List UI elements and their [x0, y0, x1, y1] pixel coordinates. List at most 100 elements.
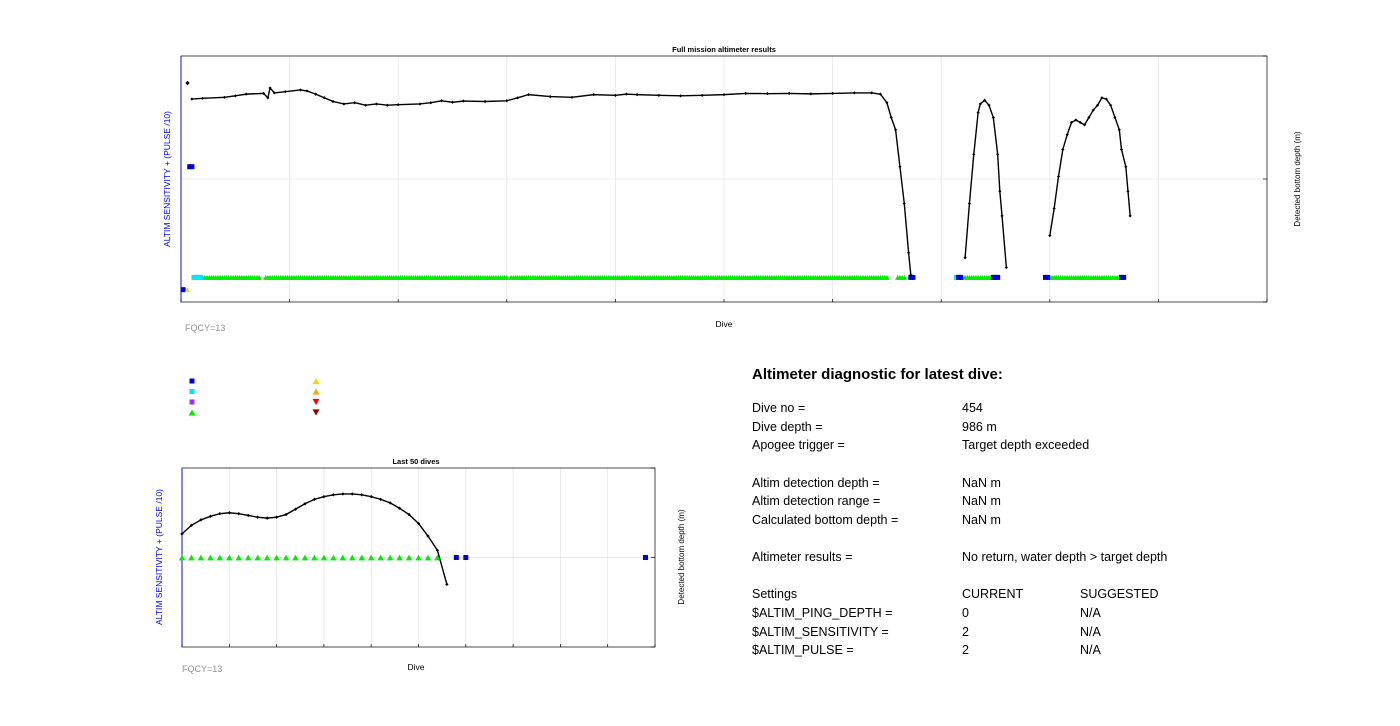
bod-real-return-marker: [424, 554, 432, 561]
bottom-depth-point: [416, 521, 421, 526]
bottom-depth-point: [342, 102, 346, 106]
bottom-depth-point: [189, 523, 194, 527]
bod-real-return-marker: [330, 554, 337, 561]
bottom-depth-point: [426, 534, 430, 538]
bod-real-return-marker: [405, 554, 413, 561]
bod-real-return-marker: [311, 554, 318, 561]
calculated-bottom-value: NaN m: [962, 512, 1001, 527]
bottom-depth-point: [429, 101, 433, 105]
results-value: No return, water depth > target depth: [962, 550, 1168, 565]
top-chart-x-ticks: [180, 299, 1268, 302]
calculated-bottom-row: Calculated bottom depth = NaN m: [752, 511, 1372, 530]
bottom-depth-point: [1087, 115, 1091, 120]
bod-real-return-marker: [226, 554, 233, 561]
bottom-depth-point: [1109, 103, 1113, 107]
bottom-chart-xlabel: Dive: [407, 662, 424, 672]
bottom-chart-y-ticks: [651, 467, 655, 648]
bottom-depth-point: [266, 96, 270, 100]
bottom-depth-point: [1065, 133, 1069, 137]
tde-no-return-marker: [463, 555, 469, 560]
bottom-depth-point: [978, 102, 982, 106]
bottom-depth-point: [885, 101, 889, 105]
bod-real-return-marker: [884, 274, 890, 280]
dive-depth-value: 986 m: [962, 419, 997, 434]
bottom-depth-point: [809, 92, 813, 96]
bottom-chart-markers: [178, 554, 649, 561]
bottom-depth-point: [222, 95, 227, 99]
detection-range-value: NaN m: [962, 494, 1001, 509]
bottom-depth-point: [902, 202, 906, 206]
dive-no-value: 454: [962, 401, 983, 415]
bottom-depth-point: [570, 95, 574, 99]
bod-real-return-marker: [415, 554, 422, 561]
detection-range-label: Altim detection range =: [752, 494, 881, 509]
bottom-depth-point: [907, 251, 911, 255]
bottom-depth-point: [385, 103, 389, 107]
detection-depth-row: Altim detection depth = NaN m: [752, 474, 1372, 493]
bottom-depth-point: [878, 92, 882, 96]
bottom-depth-point: [592, 93, 596, 97]
bottom-depth-point: [635, 93, 639, 97]
bottom-depth-point: [353, 101, 357, 105]
last-50-dives-chart: Last 50 dives Dive ALTIM SENSITIVITY + (…: [154, 457, 686, 674]
bottom-depth-point: [185, 80, 190, 86]
calculated-bottom-label: Calculated bottom depth =: [752, 512, 899, 527]
bottom-depth-point: [613, 93, 617, 97]
bottom-depth-point: [374, 102, 379, 106]
bottom-depth-point: [283, 90, 287, 94]
bottom-depth-point: [765, 92, 770, 96]
detection-range-row: Altim detection range = NaN m: [752, 492, 1372, 511]
detection-depth-label: Altim detection depth =: [752, 475, 880, 490]
bottom-depth-point: [331, 493, 336, 497]
bottom-depth-point: [445, 582, 449, 587]
bottom-depth-point: [244, 92, 248, 96]
bottom-depth-point: [976, 110, 980, 115]
bottom-depth-point: [364, 103, 368, 107]
bod-real-return-marker: [273, 554, 280, 561]
dive-no-row: Dive no = 454: [752, 399, 1372, 418]
bottom-depth-point: [722, 93, 726, 97]
tde-no-return-marker: [958, 274, 964, 280]
legend-marker: [189, 389, 195, 394]
bottom-depth-point: [322, 494, 326, 499]
bottom-depth-point: [255, 515, 260, 519]
bod-real-return-marker: [282, 554, 290, 561]
bottom-depth-point: [293, 507, 298, 511]
bottom-depth-point: [440, 99, 444, 103]
bottom-depth-point: [397, 506, 402, 510]
bod-real-return-marker: [396, 554, 403, 561]
bod-real-return-marker: [188, 554, 195, 561]
tde-no-return-marker: [1121, 274, 1127, 280]
legend-marker: [312, 398, 320, 406]
pulse-current: 2: [962, 643, 969, 658]
bottom-depth-point: [998, 189, 1002, 193]
bottom-depth-point: [1100, 96, 1104, 100]
bod-real-return-marker: [358, 554, 365, 561]
full-mission-chart: Full mission altimeter results Dive ALTI…: [162, 45, 1302, 333]
bottom-depth-point: [265, 516, 269, 520]
tde-no-return-marker: [910, 274, 916, 280]
bottom-depth-point: [199, 518, 203, 522]
bottom-depth-point: [1004, 265, 1008, 270]
apogee-row: Apogee trigger = Target depth exceeded: [752, 436, 1372, 455]
bod-real-return-marker: [320, 554, 328, 561]
bod-real-return-marker: [386, 554, 394, 561]
bottom-depth-point: [516, 96, 520, 100]
bottom-chart-title: Last 50 dives: [392, 457, 439, 466]
bottom-depth-line: [1049, 96, 1131, 236]
bottom-depth-point: [350, 492, 354, 496]
bottom-depth-point: [418, 102, 422, 106]
bottom-depth-point: [1126, 189, 1130, 193]
bottom-depth-point: [1074, 118, 1078, 122]
top-chart-bottom-depth-lines: [185, 80, 1132, 277]
bottom-depth-point: [312, 497, 317, 502]
tde-no-return-marker: [189, 164, 195, 170]
bottom-depth-point: [268, 86, 272, 90]
bottom-depth-point: [396, 103, 400, 107]
bottom-depth-point: [744, 91, 748, 95]
bottom-depth-point: [314, 92, 318, 96]
bottom-depth-point: [201, 96, 205, 100]
bod-real-return-marker: [178, 554, 186, 561]
bod-real-return-marker: [244, 554, 252, 561]
